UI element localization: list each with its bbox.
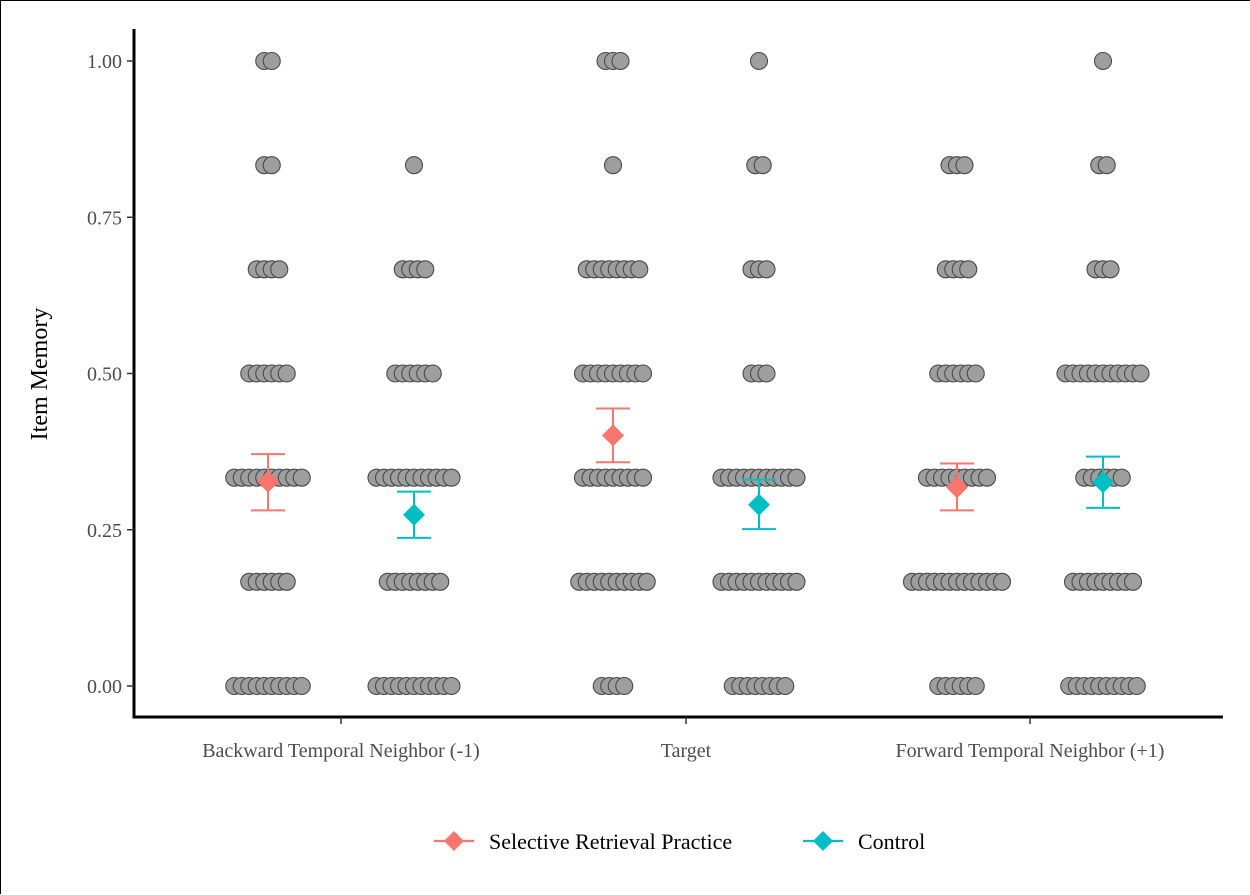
data-dot: [277, 572, 296, 591]
axes-layer: 0.00 0.25 0.50 0.75 1.00 Backward Temporal Ne…: [87, 29, 1223, 762]
data-dot: [1097, 156, 1116, 175]
legend-label: Selective Retrieval Practice: [489, 829, 732, 854]
y-tick-label: 0.50: [87, 364, 122, 386]
data-dot: [757, 260, 776, 279]
data-dot: [423, 364, 442, 383]
y-tick-label: 1.00: [87, 51, 122, 73]
mean-marker: [946, 476, 968, 499]
data-dot: [615, 676, 634, 696]
data-dot: [442, 676, 461, 696]
data-dot: [277, 364, 296, 383]
data-dot: [633, 364, 653, 383]
data-dot: [776, 676, 795, 696]
data-dot: [955, 156, 974, 175]
data-dot: [292, 676, 311, 696]
data-dot: [270, 260, 289, 279]
legend-swatch-marker: [444, 831, 464, 851]
legend-label: Control: [858, 829, 925, 854]
data-dot: [630, 260, 649, 279]
x-tick-label: Backward Temporal Neighbor (-1): [202, 740, 480, 762]
data-dot: [753, 156, 772, 175]
data-dot: [637, 572, 656, 591]
y-tick-label: 0.25: [87, 520, 122, 542]
data-dot: [1101, 260, 1120, 279]
mean-marker: [1092, 471, 1114, 494]
y-axis-title: Item Memory: [27, 308, 53, 441]
data-dot: [442, 468, 461, 487]
mean-marker: [602, 424, 624, 447]
data-dot: [966, 676, 985, 696]
data-dot: [959, 260, 978, 279]
data-dot: [416, 260, 435, 279]
data-dot: [292, 468, 311, 487]
data-dot: [966, 364, 985, 383]
data-dot: [1127, 676, 1146, 696]
data-dot: [262, 51, 281, 71]
data-dot: [757, 364, 776, 383]
data-dot: [1123, 572, 1143, 591]
data-dot: [1131, 364, 1150, 383]
mean-marker: [748, 493, 770, 516]
data-dot: [404, 156, 424, 175]
y-tick-label: 0.00: [87, 676, 122, 698]
data-dot: [749, 51, 769, 71]
mean-marker: [257, 470, 279, 493]
data-dot: [977, 468, 997, 487]
dot-layer: [225, 51, 1150, 696]
y-tick-label: 0.75: [87, 207, 122, 229]
x-tick-label: Forward Temporal Neighbor (+1): [896, 740, 1165, 762]
data-dot: [603, 156, 623, 175]
x-tick-label: Target: [661, 740, 712, 762]
data-dot: [1093, 51, 1113, 71]
summary-layer: [251, 407, 1120, 539]
data-dot: [787, 468, 806, 487]
data-dot: [787, 572, 806, 591]
legend: Selective Retrieval Practice Control: [434, 829, 925, 854]
data-dot: [431, 572, 450, 591]
mean-marker: [403, 503, 425, 526]
data-dot: [1112, 468, 1131, 487]
data-dot: [611, 51, 630, 71]
data-dot: [992, 572, 1012, 591]
data-dot: [262, 156, 281, 175]
data-dot: [633, 468, 653, 487]
legend-swatch-marker: [813, 831, 833, 851]
